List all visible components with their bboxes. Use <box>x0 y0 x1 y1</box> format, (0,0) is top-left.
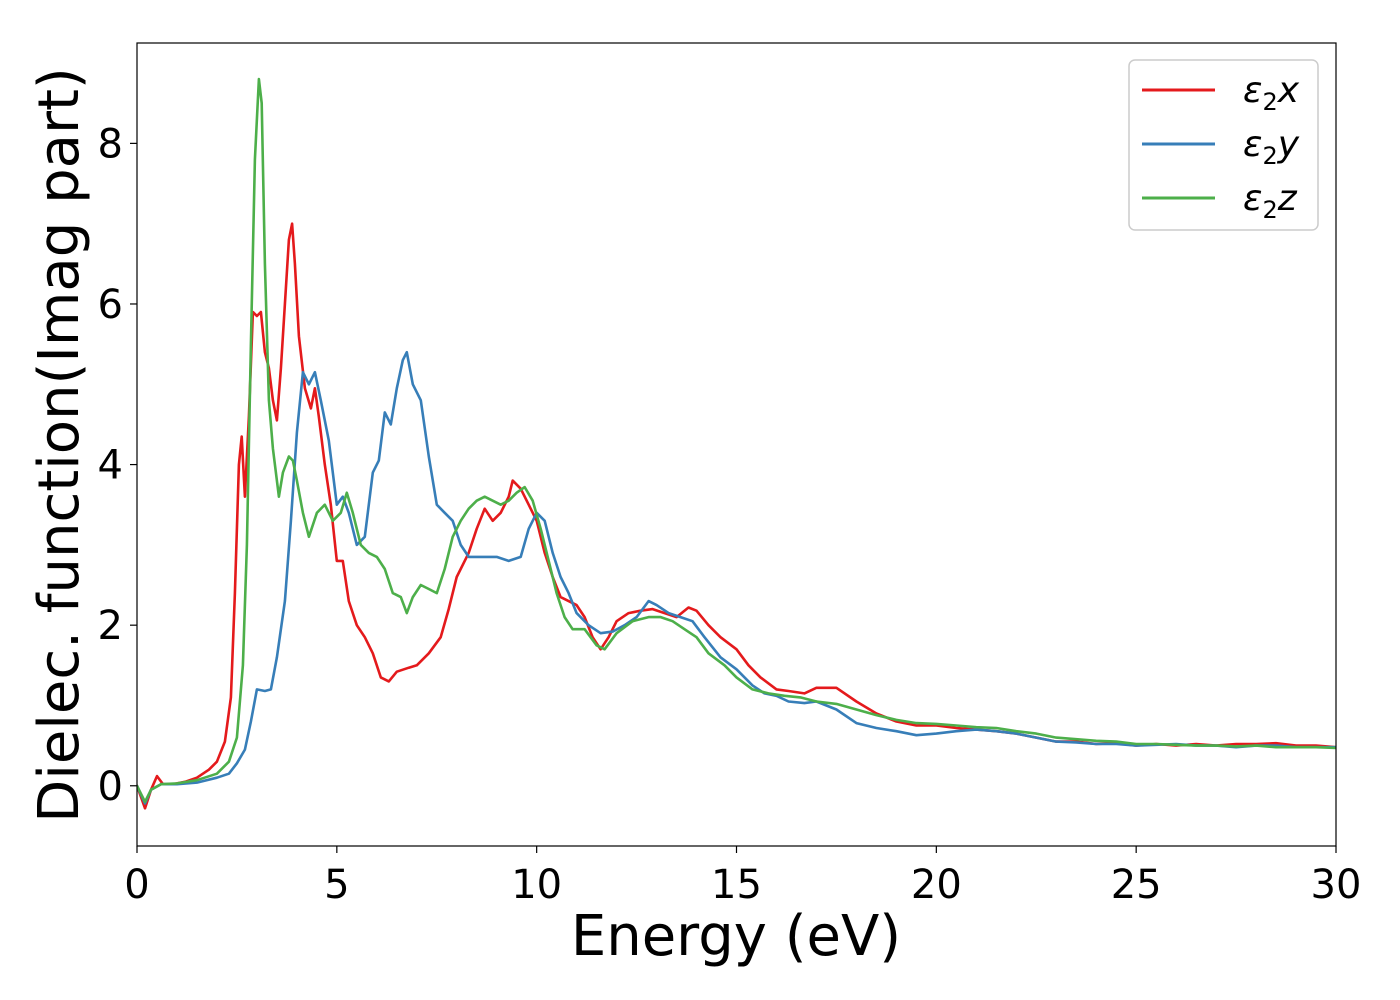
x-axis-title: Energy (eV) <box>571 904 901 969</box>
x-tick-label: 10 <box>511 862 562 908</box>
series-line-z <box>137 77 1336 804</box>
series-line-x <box>137 222 1336 810</box>
y-tick-label: 2 <box>98 603 123 649</box>
y-axis: 0 2 4 6 8 <box>98 121 137 810</box>
x-axis: 0 5 10 15 20 25 30 <box>124 846 1361 908</box>
series-layer <box>137 77 1336 810</box>
x-tick-label: 5 <box>324 862 349 908</box>
legend-label-z: ε2z <box>1243 178 1298 224</box>
x-tick-label: 25 <box>1111 862 1162 908</box>
y-tick-label: 8 <box>98 121 123 167</box>
x-tick-label: 30 <box>1311 862 1362 908</box>
y-axis-title: Dielec. function(Imag part) <box>27 67 92 823</box>
x-tick-label: 0 <box>124 862 149 908</box>
y-tick-label: 0 <box>98 764 123 810</box>
plot-frame <box>136 42 1337 847</box>
legend-box <box>1128 59 1319 231</box>
x-tick-label: 15 <box>711 862 762 908</box>
y-tick-label: 6 <box>98 282 123 328</box>
series-line-y <box>137 350 1336 805</box>
x-tick-label: 20 <box>911 862 962 908</box>
y-tick-label: 4 <box>98 443 123 489</box>
